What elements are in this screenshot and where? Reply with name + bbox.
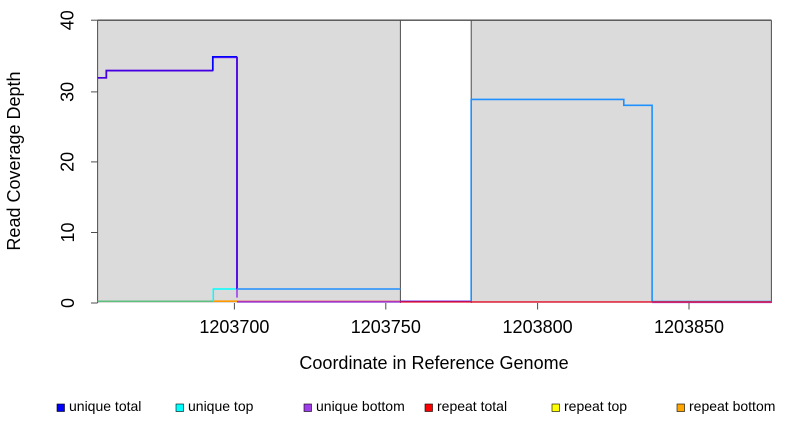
svg-text:10: 10 xyxy=(58,222,78,242)
svg-text:repeat top: repeat top xyxy=(564,398,627,414)
svg-text:Read Coverage Depth: Read Coverage Depth xyxy=(4,71,24,250)
svg-text:Coordinate in Reference Genome: Coordinate in Reference Genome xyxy=(299,353,568,373)
svg-text:20: 20 xyxy=(58,152,78,172)
svg-text:unique bottom: unique bottom xyxy=(316,398,405,414)
svg-text:0: 0 xyxy=(58,298,78,308)
svg-text:repeat total: repeat total xyxy=(437,398,507,414)
svg-text:unique total: unique total xyxy=(69,398,141,414)
svg-text:repeat bottom: repeat bottom xyxy=(689,398,775,414)
svg-text:1203700: 1203700 xyxy=(199,317,269,337)
svg-text:1203850: 1203850 xyxy=(654,317,724,337)
svg-text:40: 40 xyxy=(58,10,78,30)
svg-text:1203750: 1203750 xyxy=(351,317,421,337)
svg-text:unique top: unique top xyxy=(188,398,254,414)
svg-text:1203800: 1203800 xyxy=(503,317,573,337)
svg-text:30: 30 xyxy=(58,82,78,102)
